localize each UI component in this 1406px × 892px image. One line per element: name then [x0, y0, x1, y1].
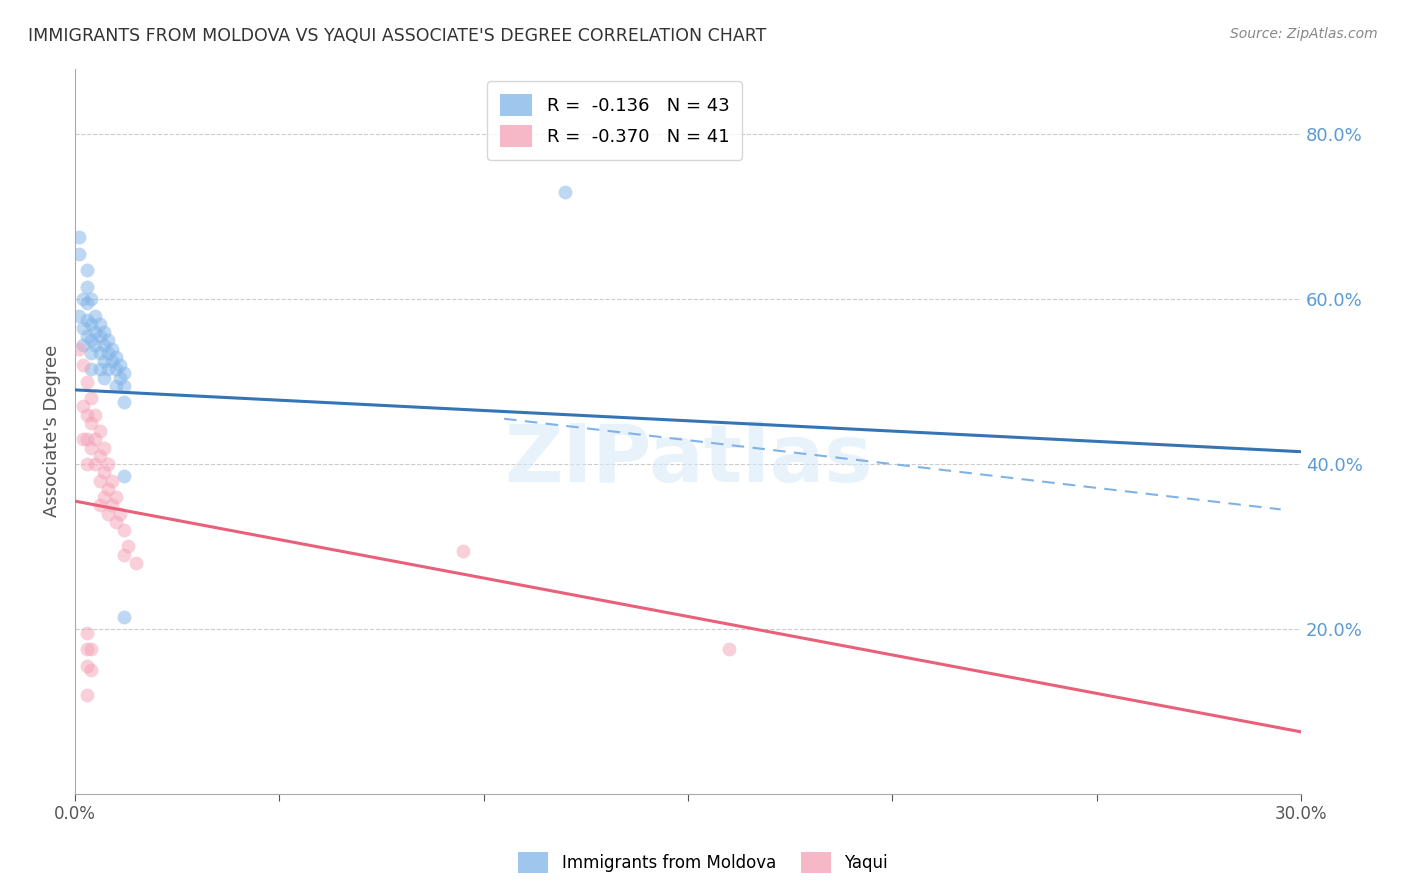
Point	[80, 416, 103, 430]
Point	[112, 378, 135, 392]
Point	[89, 424, 111, 438]
Point	[76, 457, 98, 471]
Point	[76, 642, 98, 657]
Point	[101, 474, 124, 488]
Point	[67, 247, 90, 261]
Point	[72, 433, 94, 447]
Point	[97, 334, 120, 348]
Point	[76, 329, 98, 343]
Point	[108, 358, 131, 372]
Text: IMMIGRANTS FROM MOLDOVA VS YAQUI ASSOCIATE'S DEGREE CORRELATION CHART: IMMIGRANTS FROM MOLDOVA VS YAQUI ASSOCIA…	[28, 27, 766, 45]
Point	[112, 469, 135, 483]
Point	[80, 362, 103, 376]
Point	[72, 358, 94, 372]
Point	[93, 370, 115, 384]
Text: Source: ZipAtlas.com: Source: ZipAtlas.com	[1230, 27, 1378, 41]
Point	[76, 375, 98, 389]
Point	[76, 626, 98, 640]
Point	[93, 325, 115, 339]
Point	[84, 325, 107, 339]
Point	[76, 313, 98, 327]
Point	[101, 498, 124, 512]
Point	[89, 346, 111, 360]
Point	[76, 688, 98, 702]
Point	[97, 346, 120, 360]
Y-axis label: Associate's Degree: Associate's Degree	[44, 345, 60, 517]
Point	[93, 490, 115, 504]
Point	[112, 523, 135, 537]
Point	[97, 482, 120, 496]
Point	[80, 663, 103, 677]
Point	[76, 659, 98, 673]
Point	[80, 317, 103, 331]
Point	[108, 370, 131, 384]
Point	[72, 337, 94, 351]
Point	[84, 457, 107, 471]
Point	[112, 609, 135, 624]
Point	[108, 507, 131, 521]
Point	[76, 296, 98, 310]
Legend: R =  -0.136   N = 43, R =  -0.370   N = 41: R = -0.136 N = 43, R = -0.370 N = 41	[486, 81, 742, 160]
Point	[717, 642, 740, 657]
Legend: Immigrants from Moldova, Yaqui: Immigrants from Moldova, Yaqui	[512, 846, 894, 880]
Point	[76, 408, 98, 422]
Point	[84, 337, 107, 351]
Point	[84, 309, 107, 323]
Point	[76, 433, 98, 447]
Point	[93, 337, 115, 351]
Point	[97, 362, 120, 376]
Point	[104, 350, 127, 364]
Point	[67, 230, 90, 244]
Point	[97, 507, 120, 521]
Point	[97, 457, 120, 471]
Point	[80, 346, 103, 360]
Point	[125, 556, 148, 570]
Point	[67, 309, 90, 323]
Point	[80, 334, 103, 348]
Point	[89, 449, 111, 463]
Point	[76, 280, 98, 294]
Point	[93, 441, 115, 455]
Point	[80, 292, 103, 306]
Point	[67, 342, 90, 356]
Point	[112, 367, 135, 381]
Point	[101, 342, 124, 356]
Point	[453, 543, 475, 558]
Point	[89, 329, 111, 343]
Point	[89, 498, 111, 512]
Point	[89, 317, 111, 331]
Point	[104, 490, 127, 504]
Point	[89, 474, 111, 488]
Point	[104, 378, 127, 392]
Point	[80, 391, 103, 405]
Point	[80, 441, 103, 455]
Point	[104, 515, 127, 529]
Point	[117, 540, 139, 554]
Point	[72, 400, 94, 414]
Point	[89, 362, 111, 376]
Point	[84, 408, 107, 422]
Point	[72, 321, 94, 335]
Point	[112, 395, 135, 409]
Point	[84, 433, 107, 447]
Point	[93, 465, 115, 479]
Point	[76, 263, 98, 277]
Point	[101, 354, 124, 368]
Point	[80, 642, 103, 657]
Point	[112, 548, 135, 562]
Text: ZIPatlas: ZIPatlas	[503, 421, 872, 500]
Point	[93, 354, 115, 368]
Point	[554, 185, 576, 199]
Point	[72, 292, 94, 306]
Point	[104, 362, 127, 376]
